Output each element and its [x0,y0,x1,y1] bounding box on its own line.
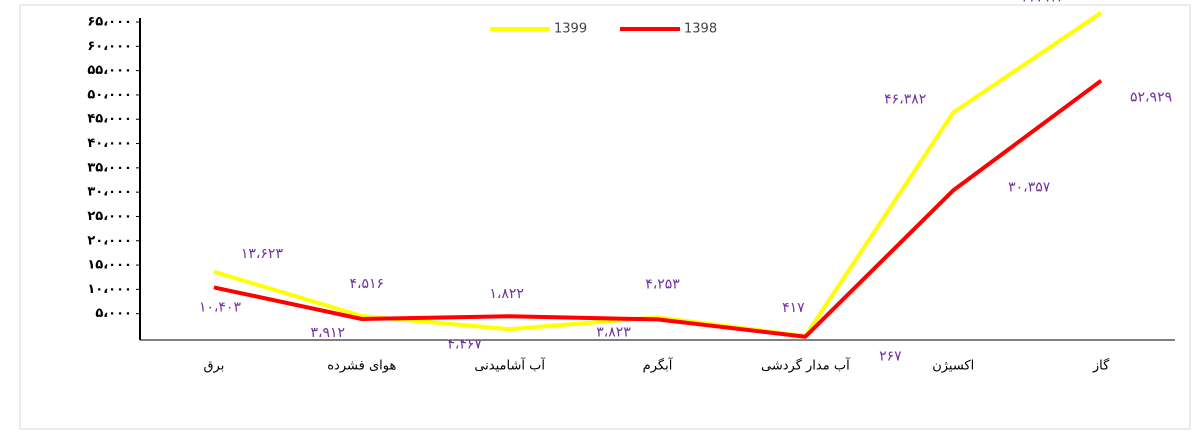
y-tick-label: ۱۰،۰۰۰ [87,282,132,297]
y-tick-label: ۲۰،۰۰۰ [87,233,132,248]
data-label: ۴،۴۶۷ [447,336,482,352]
x-tick-label: هوای فشرده [327,359,396,374]
data-label: ۱،۸۲۲ [489,286,524,302]
data-label: ۶۶،۹۱۳ [1022,0,1065,6]
legend-label: 1399 [554,22,587,37]
y-tick-label: ۵،۰۰۰ [95,306,132,321]
data-label: ۳،۹۱۲ [310,325,345,341]
data-label: ۳۰،۳۵۷ [1008,179,1051,195]
data-label: ۲۶۷ [879,349,902,365]
y-tick-label: ۳۰،۰۰۰ [87,185,132,200]
data-label: ۴۶،۳۸۲ [884,92,926,108]
series-line [213,79,1103,339]
series-line [213,11,1103,338]
data-label: ۱۳،۶۲۳ [241,246,284,262]
y-tick-label: ۵۵،۰۰۰ [87,63,132,78]
y-tick-label: ۴۰،۰۰۰ [87,136,132,151]
y-tick-label: ۱۵،۰۰۰ [87,258,132,273]
x-tick-label: آبگرم [643,357,674,374]
x-tick-label: اکسیژن [932,359,974,374]
y-tick-label: ۳۵،۰۰۰ [87,160,132,175]
x-tick-label: گاز [1092,358,1110,374]
x-tick-label: آب مدار گردشی [761,357,851,374]
data-label: ۳،۸۲۳ [596,324,631,340]
data-label: ۴،۲۵۳ [645,276,680,292]
y-tick-label: ۶۰،۰۰۰ [87,39,132,54]
y-tick-label: ۶۵،۰۰۰ [87,15,132,30]
data-label: ۱۰،۴۰۳ [199,299,242,315]
y-tick-label: ۴۵،۰۰۰ [87,112,132,127]
legend-label: 1398 [684,22,717,37]
chart-frame [19,4,1191,430]
data-label: ۴۱۷ [782,300,805,316]
y-tick-label: ۵۰،۰۰۰ [87,87,132,102]
y-tick-label: ۲۵،۰۰۰ [87,209,132,224]
x-tick-label: آب آشامیدنی [474,357,546,374]
data-label: ۵۲،۹۲۹ [1130,90,1172,106]
data-label: ۴،۵۱۶ [349,276,384,292]
x-tick-label: برق [203,359,224,374]
